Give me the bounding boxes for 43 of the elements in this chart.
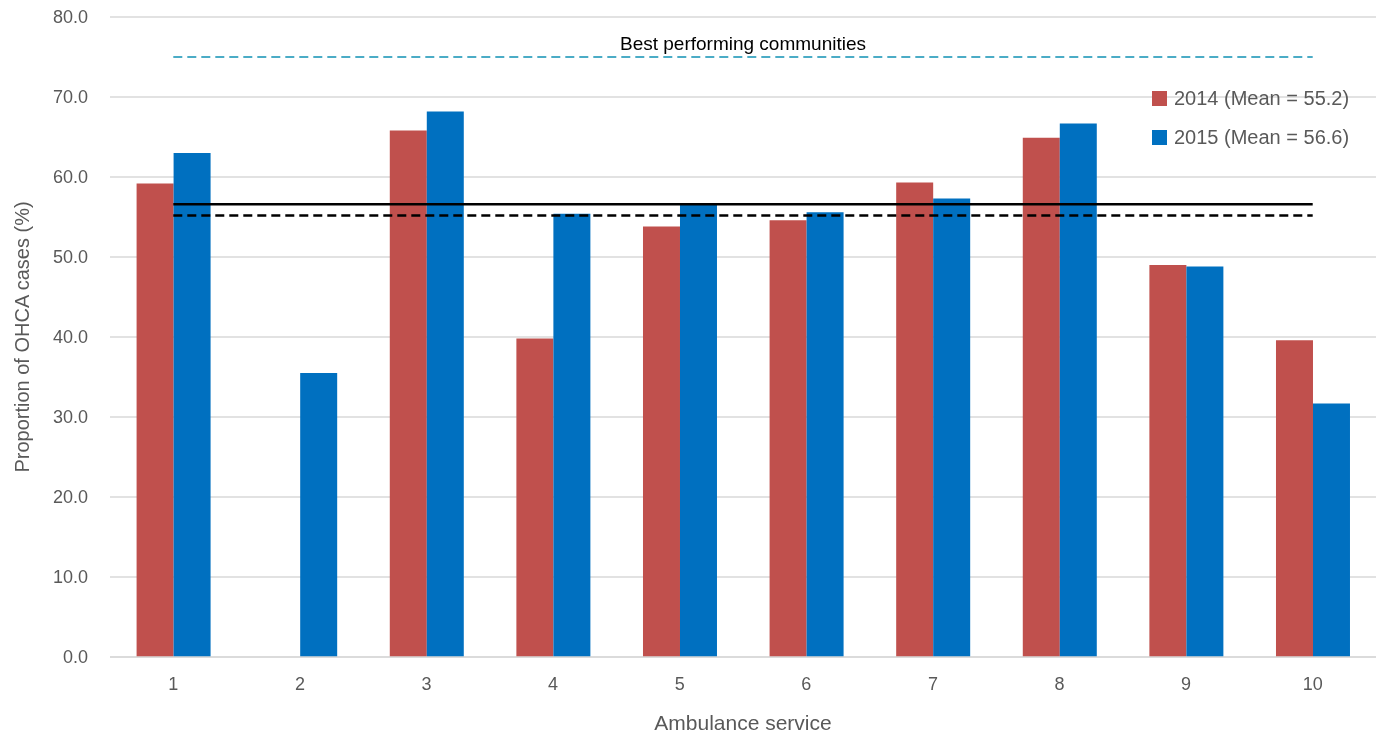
bar: [933, 198, 971, 657]
bar: [136, 183, 174, 657]
bar: [553, 213, 591, 657]
bar: [769, 220, 807, 657]
bar: [679, 203, 717, 657]
x-tick-label: 4: [548, 673, 559, 694]
x-tick-label: 3: [421, 673, 432, 694]
y-tick-label: 80.0: [52, 7, 88, 28]
y-axis-title: Proportion of OHCA cases (%): [11, 201, 34, 473]
bar: [806, 212, 844, 657]
x-tick-label: 7: [927, 673, 938, 694]
y-tick-label: 0.0: [62, 647, 88, 668]
bar: [1149, 265, 1187, 657]
y-tick-label: 60.0: [52, 167, 88, 188]
x-tick-label: 8: [1054, 673, 1065, 694]
x-tick-label: 5: [674, 673, 685, 694]
y-tick-label: 10.0: [52, 567, 88, 588]
bar: [426, 111, 464, 657]
bar: [300, 373, 338, 657]
y-tick-label: 20.0: [52, 487, 88, 508]
bar: [389, 130, 427, 657]
x-axis-title: Ambulance service: [654, 711, 832, 734]
y-tick-label: 40.0: [52, 327, 88, 348]
bar: [642, 226, 680, 657]
ref-line-label: Best performing communities: [619, 33, 867, 54]
x-tick-label: 1: [168, 673, 179, 694]
bar: [1022, 137, 1060, 657]
bar: [896, 182, 934, 657]
x-tick-label: 2: [294, 673, 305, 694]
bar: [1312, 403, 1350, 657]
bar: [1059, 123, 1097, 657]
legend-label: 2015 (Mean = 56.6): [1174, 125, 1350, 149]
x-tick-label: 6: [801, 673, 812, 694]
bar: [1186, 266, 1224, 657]
y-tick-label: 50.0: [52, 247, 88, 268]
bar: [1275, 340, 1313, 657]
x-tick-label: 10: [1302, 673, 1323, 694]
y-tick-label: 70.0: [52, 87, 88, 108]
bar: [173, 153, 211, 657]
y-tick-label: 30.0: [52, 407, 88, 428]
legend-label: 2014 (Mean = 55.2): [1174, 86, 1350, 110]
x-tick-label: 9: [1181, 673, 1192, 694]
bar: [516, 338, 554, 657]
